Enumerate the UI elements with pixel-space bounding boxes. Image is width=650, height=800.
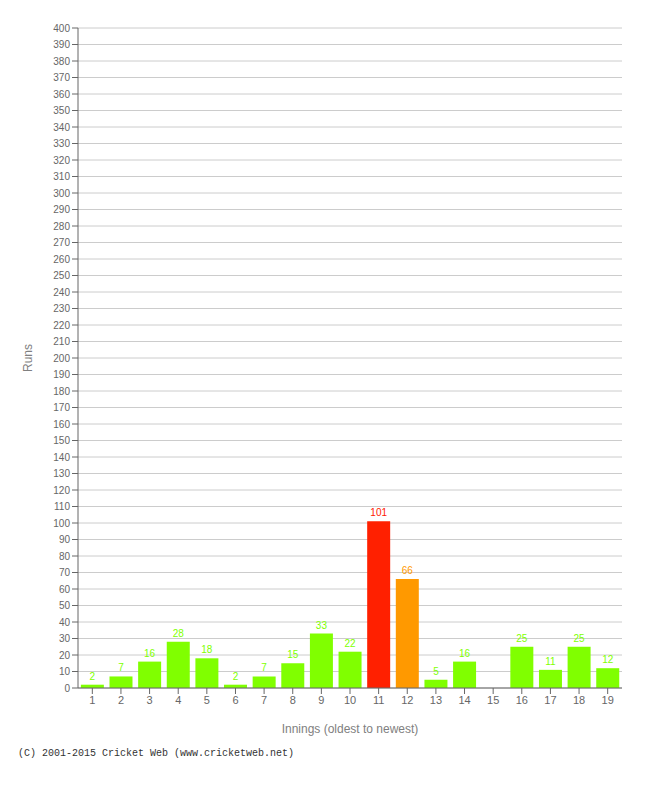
svg-text:90: 90 [59, 534, 71, 545]
svg-text:100: 100 [53, 518, 70, 529]
svg-text:3: 3 [147, 694, 153, 706]
svg-text:370: 370 [53, 72, 70, 83]
svg-text:140: 140 [53, 452, 70, 463]
svg-text:270: 270 [53, 237, 70, 248]
svg-text:16: 16 [144, 648, 156, 659]
svg-text:101: 101 [370, 507, 387, 518]
svg-text:10: 10 [344, 694, 356, 706]
svg-text:19: 19 [602, 694, 614, 706]
svg-text:280: 280 [53, 221, 70, 232]
svg-text:9: 9 [318, 694, 324, 706]
svg-text:390: 390 [53, 39, 70, 50]
svg-text:15: 15 [287, 649, 299, 660]
svg-text:18: 18 [573, 694, 585, 706]
svg-text:28: 28 [173, 628, 185, 639]
svg-text:Runs: Runs [21, 344, 35, 372]
svg-text:7: 7 [261, 694, 267, 706]
svg-text:80: 80 [59, 551, 71, 562]
svg-text:18: 18 [201, 644, 213, 655]
svg-text:8: 8 [290, 694, 296, 706]
svg-text:7: 7 [118, 662, 124, 673]
svg-text:14: 14 [458, 694, 470, 706]
svg-text:110: 110 [54, 501, 70, 512]
svg-text:400: 400 [53, 23, 70, 34]
svg-text:11: 11 [373, 694, 384, 706]
svg-text:2: 2 [90, 671, 96, 682]
svg-text:180: 180 [53, 386, 70, 397]
svg-text:33: 33 [316, 620, 328, 631]
svg-text:320: 320 [53, 155, 70, 166]
svg-text:20: 20 [59, 650, 71, 661]
svg-text:10: 10 [59, 666, 71, 677]
svg-text:170: 170 [53, 402, 70, 413]
svg-text:150: 150 [53, 435, 70, 446]
svg-text:22: 22 [344, 638, 356, 649]
svg-text:380: 380 [53, 56, 70, 67]
svg-text:70: 70 [59, 567, 71, 578]
svg-text:Innings (oldest to newest): Innings (oldest to newest) [282, 722, 419, 736]
svg-text:6: 6 [232, 694, 238, 706]
svg-text:16: 16 [516, 694, 528, 706]
svg-text:0: 0 [64, 683, 70, 694]
html-text:(C) 2001-2015 Cricket Web (www: (C) 2001-2015 Cricket Web (www.cricketwe… [18, 748, 294, 759]
svg-text:230: 230 [53, 303, 70, 314]
svg-text:200: 200 [53, 353, 70, 364]
svg-text:11: 11 [545, 656, 556, 667]
svg-text:330: 330 [53, 138, 70, 149]
svg-text:1: 1 [89, 694, 95, 706]
svg-text:300: 300 [53, 188, 70, 199]
svg-text:350: 350 [53, 105, 70, 116]
svg-text:25: 25 [516, 633, 528, 644]
svg-text:340: 340 [53, 122, 70, 133]
svg-text:15: 15 [487, 694, 499, 706]
svg-text:160: 160 [53, 419, 70, 430]
svg-text:310: 310 [53, 171, 70, 182]
svg-text:360: 360 [53, 89, 70, 100]
svg-text:25: 25 [574, 633, 586, 644]
svg-text:190: 190 [53, 369, 70, 380]
svg-text:5: 5 [433, 666, 439, 677]
svg-text:4: 4 [175, 694, 181, 706]
svg-text:290: 290 [53, 204, 70, 215]
svg-text:17: 17 [544, 694, 556, 706]
svg-text:2: 2 [118, 694, 124, 706]
svg-text:13: 13 [430, 694, 442, 706]
svg-text:16: 16 [459, 648, 471, 659]
svg-text:120: 120 [53, 485, 70, 496]
svg-text:40: 40 [59, 617, 71, 628]
svg-text:260: 260 [53, 254, 70, 265]
svg-text:60: 60 [59, 584, 71, 595]
svg-text:210: 210 [53, 336, 70, 347]
svg-text:12: 12 [401, 694, 413, 706]
svg-text:240: 240 [53, 287, 70, 298]
svg-text:220: 220 [53, 320, 70, 331]
svg-text:66: 66 [402, 565, 414, 576]
svg-text:7: 7 [261, 662, 267, 673]
svg-text:50: 50 [59, 600, 71, 611]
svg-text:250: 250 [53, 270, 70, 281]
svg-text:30: 30 [59, 633, 71, 644]
svg-text:130: 130 [53, 468, 70, 479]
svg-text:5: 5 [204, 694, 210, 706]
svg-text:2: 2 [233, 671, 239, 682]
svg-text:12: 12 [602, 654, 614, 665]
